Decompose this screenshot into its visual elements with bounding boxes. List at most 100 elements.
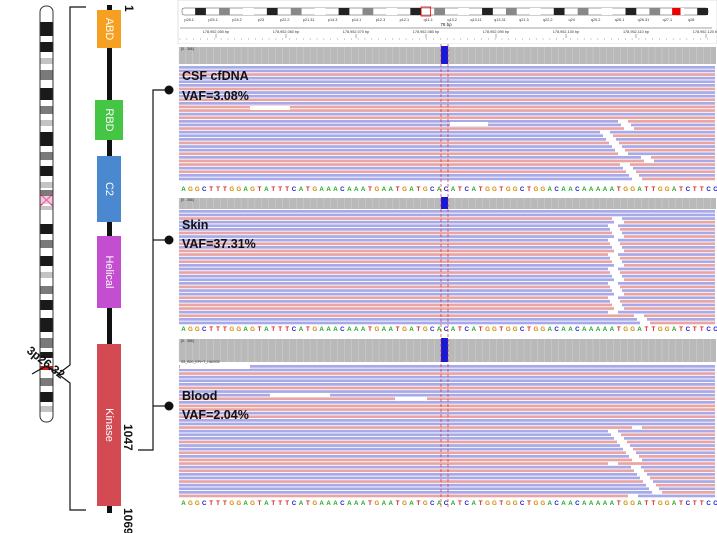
sequence-base: T xyxy=(645,326,649,333)
read xyxy=(179,476,640,480)
vaf-label: VAF=2.04% xyxy=(182,408,249,422)
read xyxy=(179,141,609,145)
sequence-base: G xyxy=(623,500,628,507)
sequence-base: T xyxy=(306,500,310,507)
sequence-base: A xyxy=(589,326,594,333)
sequence-base: A xyxy=(596,500,601,507)
domain-c2 xyxy=(97,156,121,222)
read xyxy=(179,228,610,231)
read xyxy=(651,156,715,159)
sequence-base: T xyxy=(679,500,683,507)
sequence-base: T xyxy=(216,500,220,507)
sequence-base: T xyxy=(368,326,372,333)
sequence-base: G xyxy=(658,186,663,193)
ideogram-band xyxy=(266,8,278,15)
read xyxy=(179,102,715,105)
read xyxy=(179,174,629,177)
sequence-base: A xyxy=(451,186,456,193)
sequence-base: A xyxy=(582,326,587,333)
sequence-base: T xyxy=(417,326,421,333)
sequence-base: C xyxy=(554,326,559,333)
read xyxy=(179,451,626,455)
sequence-base: T xyxy=(368,500,372,507)
read xyxy=(179,310,608,314)
sequence-base: A xyxy=(243,326,248,333)
chromosome-band xyxy=(40,88,53,100)
sequence-base: G xyxy=(623,186,628,193)
read xyxy=(179,386,715,390)
read xyxy=(179,292,614,296)
read xyxy=(179,123,621,127)
sequence-base: A xyxy=(603,326,608,333)
chromosome-band xyxy=(40,256,53,266)
sequence-base: G xyxy=(513,186,518,193)
read xyxy=(624,264,715,267)
sequence-base: A xyxy=(451,326,456,333)
sequence-base: A xyxy=(264,500,269,507)
read xyxy=(179,365,715,368)
read xyxy=(179,130,600,134)
sample-label: Skin xyxy=(182,218,208,232)
connector-dot-2 xyxy=(164,235,174,245)
sequence-base: A xyxy=(389,186,394,193)
sequence-base: A xyxy=(299,186,304,193)
read xyxy=(179,84,715,87)
read xyxy=(624,278,715,282)
read xyxy=(179,105,715,109)
chromosome-band xyxy=(40,22,53,36)
read xyxy=(619,141,715,145)
read xyxy=(179,120,618,123)
ruler-label: 178,952,120 bp xyxy=(693,30,717,34)
sequence-base: T xyxy=(700,186,704,193)
read xyxy=(179,260,612,264)
ideogram-band-label: p25.1 xyxy=(208,18,218,22)
chromosome-band xyxy=(40,272,53,278)
sequence-base: A xyxy=(181,326,186,333)
chromosome-band xyxy=(40,42,53,52)
sequence-base: A xyxy=(610,326,615,333)
sequence-base: G xyxy=(533,500,538,507)
read xyxy=(179,253,608,256)
sequence-base: T xyxy=(527,186,531,193)
ideogram-band-label: p21.31 xyxy=(303,18,315,22)
sequence-base: C xyxy=(520,500,525,507)
sequence-base: T xyxy=(209,186,213,193)
igv-panels: [0 - 366]A G G C T T T G G A G T A T T T C A T G A A A C A A A T G A A… xyxy=(178,44,717,507)
read xyxy=(179,235,614,238)
sequence-base: A xyxy=(354,186,359,193)
read xyxy=(647,318,715,321)
ideogram-band xyxy=(458,8,469,15)
sequence-base: T xyxy=(679,186,683,193)
sequence-base: A xyxy=(582,500,587,507)
sequence-base: A xyxy=(672,326,677,333)
chromosome-band xyxy=(40,300,53,310)
sequence-base: A xyxy=(596,326,601,333)
read xyxy=(179,76,715,80)
sequence-base: T xyxy=(617,186,621,193)
chromosome-band xyxy=(40,366,53,370)
sequence-base: C xyxy=(575,500,580,507)
read xyxy=(620,285,715,289)
ideogram-band-label: p24.2 xyxy=(232,18,242,22)
sequence-base: A xyxy=(637,186,642,193)
sequence-base: G xyxy=(658,500,663,507)
read xyxy=(633,166,715,170)
protein-bracket xyxy=(57,6,86,511)
sample-label: CSF cfDNA xyxy=(182,69,249,83)
sequence-base: C xyxy=(706,326,711,333)
read xyxy=(179,94,715,98)
ruler-label: 178,952,050 bp xyxy=(203,30,229,34)
sequence-base: T xyxy=(645,186,649,193)
read xyxy=(179,408,715,411)
domain-kinase xyxy=(97,344,121,506)
read xyxy=(179,87,715,91)
igv-panel-1: [0 - 366]A G G C T T T G G A G T A T T T C A T G A A A C A A A T G A A… xyxy=(178,44,717,193)
read xyxy=(179,465,631,469)
sequence-base: G xyxy=(375,326,380,333)
read xyxy=(179,415,715,419)
sequence-base: G xyxy=(533,186,538,193)
ideogram-band xyxy=(529,8,541,15)
sequence-base: T xyxy=(679,326,683,333)
sequence-base: A xyxy=(243,500,248,507)
